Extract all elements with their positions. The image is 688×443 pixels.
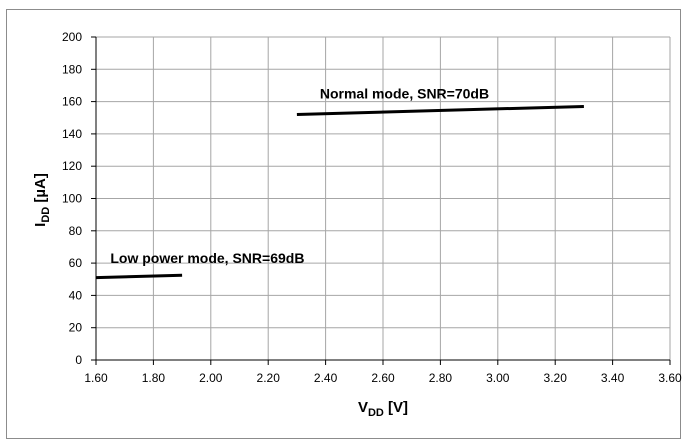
y-tick-label: 0	[75, 353, 82, 367]
series-lines	[95, 104, 584, 280]
y-tick-label: 100	[62, 192, 82, 206]
x-axis-label: VDD [V]	[358, 399, 408, 419]
y-axis-label: IDD [µA]	[32, 173, 52, 227]
y-tick-label: 40	[69, 288, 83, 302]
x-tick-label: 2.40	[314, 371, 338, 385]
y-tick-label: 60	[69, 256, 83, 270]
chart-frame	[6, 9, 681, 439]
x-tick-label: 3.40	[601, 371, 625, 385]
x-tick-label: 2.00	[199, 371, 223, 385]
y-tick-label: 160	[62, 95, 82, 109]
y-tick-labels: 0 20 40 60 80 100 120 140 160 180 200	[62, 30, 82, 367]
x-tick-label: 2.20	[257, 371, 281, 385]
axes	[91, 36, 671, 365]
x-tick-label: 1.60	[84, 371, 108, 385]
annotation-label: Low power mode, SNR=69dB	[110, 250, 304, 266]
y-tick-label: 20	[69, 321, 83, 335]
x-tick-label: 3.60	[658, 371, 682, 385]
annotations: Low power mode, SNR=69dB Normal mode, SNR…	[110, 85, 489, 266]
x-tick-label: 3.20	[544, 371, 568, 385]
x-tick-label: 1.80	[142, 371, 166, 385]
x-tick-label: 2.80	[429, 371, 453, 385]
x-tick-label: 2.60	[371, 371, 395, 385]
y-tick-label: 180	[62, 62, 82, 76]
series-line-2	[296, 104, 584, 117]
y-tick-label: 200	[62, 30, 82, 44]
y-tick-label: 140	[62, 127, 82, 141]
series-line-1	[95, 273, 183, 280]
y-tick-label: 120	[62, 159, 82, 173]
x-tick-labels: 1.60 1.80 2.00 2.20 2.40 2.60 2.80 3.00 3.20 3.40…	[84, 371, 682, 385]
annotation-label: Normal mode, SNR=70dB	[320, 85, 489, 101]
y-tick-label: 80	[69, 224, 83, 238]
x-tick-label: 3.00	[486, 371, 510, 385]
gridlines	[96, 36, 671, 360]
